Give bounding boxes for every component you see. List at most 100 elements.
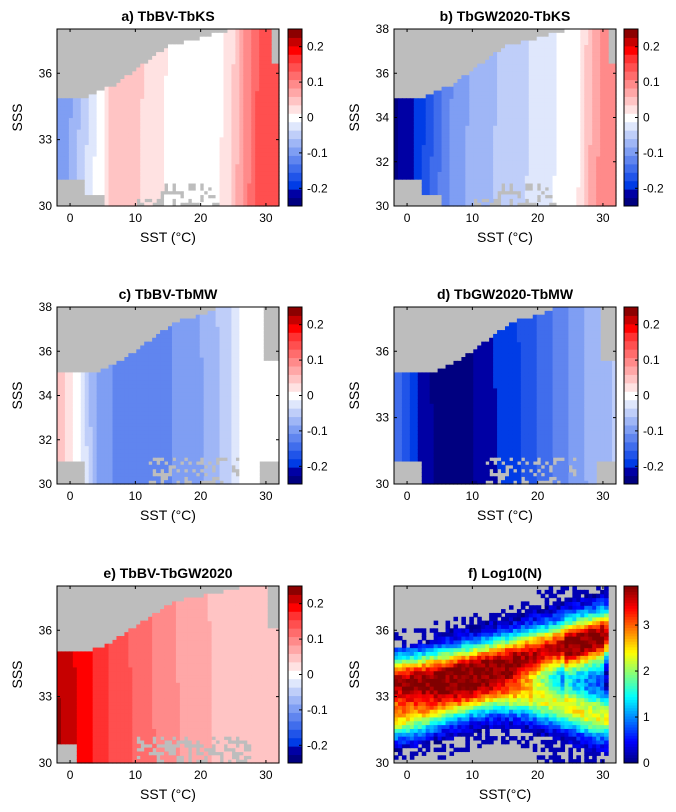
heatmap-cell	[96, 441, 102, 447]
heatmap-cell	[191, 48, 197, 53]
heatmap-cell	[195, 113, 201, 119]
heatmap-cell	[136, 82, 141, 88]
heatmap-cell	[88, 399, 94, 404]
heatmap-cell	[215, 198, 221, 203]
heatmap-cell	[600, 113, 605, 119]
heatmap-cell	[124, 109, 129, 115]
heatmap-cell	[124, 132, 129, 138]
heatmap-cell	[92, 380, 98, 385]
heatmap-cell	[80, 441, 86, 447]
heatmap-cell	[584, 109, 589, 115]
heatmap-cell	[413, 136, 419, 142]
heatmap-cell	[263, 132, 268, 138]
heatmap-cell	[501, 71, 506, 76]
heatmap-cell	[124, 75, 129, 80]
heatmap-cell	[152, 391, 157, 397]
heatmap-cell	[211, 40, 217, 45]
heatmap-cell	[477, 129, 482, 134]
heatmap-cell	[501, 159, 506, 165]
heatmap-cell	[512, 129, 518, 134]
heatmap-cell	[108, 372, 114, 377]
heatmap-cell	[243, 202, 248, 207]
heatmap-cell	[580, 171, 585, 176]
heatmap-cell	[255, 129, 260, 134]
heatmap-cell	[175, 105, 181, 111]
heatmap-cell	[183, 59, 189, 65]
heatmap-cell	[429, 140, 435, 146]
heatmap-cell	[592, 32, 597, 38]
x-axis-label: SST (°C)	[140, 229, 196, 245]
heatmap-cell	[501, 94, 506, 99]
heatmap-cell	[568, 132, 573, 138]
heatmap-cell	[532, 109, 538, 115]
heatmap-cell	[76, 117, 82, 122]
heatmap-cell	[116, 167, 122, 172]
heatmap-cell	[449, 202, 455, 207]
heatmap-cell	[548, 125, 554, 130]
heatmap-cell	[485, 148, 490, 153]
heatmap-cell	[60, 410, 66, 416]
heatmap-cell	[203, 109, 209, 115]
heatmap-cell	[588, 171, 593, 176]
heatmap-cell	[255, 163, 260, 169]
heatmap-cell	[477, 86, 482, 92]
heatmap-cell	[243, 63, 248, 69]
heatmap-cell	[397, 117, 403, 122]
colorbar-segment	[288, 37, 302, 47]
colorbar-segment	[288, 197, 302, 207]
heatmap-cell	[68, 148, 74, 153]
heatmap-cell	[584, 52, 589, 57]
heatmap-cell	[72, 410, 78, 416]
heatmap-cell	[512, 105, 518, 111]
heatmap-cell	[187, 109, 193, 115]
heatmap-cell	[120, 152, 125, 157]
heatmap-cell	[199, 109, 205, 115]
colorbar-segment	[288, 62, 302, 72]
heatmap-cell	[592, 148, 597, 153]
heatmap-cell	[132, 129, 137, 134]
heatmap-cell	[128, 472, 133, 477]
heatmap-cell	[104, 376, 110, 381]
heatmap-cell	[215, 155, 221, 161]
heatmap-cell	[413, 117, 419, 122]
heatmap-cell	[175, 90, 181, 96]
heatmap-cell	[164, 113, 169, 119]
heatmap-cell	[612, 132, 617, 138]
heatmap-cell	[568, 171, 573, 176]
heatmap-cell	[481, 159, 486, 165]
heatmap-cell	[215, 109, 221, 115]
heatmap-cell	[556, 186, 562, 192]
heatmap-cell	[267, 40, 272, 45]
heatmap-cell	[140, 372, 145, 377]
heatmap-cell	[405, 136, 411, 142]
heatmap-cell	[612, 94, 617, 99]
heatmap-cell	[60, 399, 66, 404]
heatmap-cell	[140, 391, 145, 397]
heatmap-cell	[501, 105, 506, 111]
heatmap-cell	[592, 140, 597, 146]
heatmap-cell	[152, 175, 157, 180]
heatmap-cell	[552, 63, 558, 69]
heatmap-cell	[120, 182, 125, 188]
heatmap-cell	[120, 140, 125, 146]
heatmap-cell	[60, 453, 66, 458]
heatmap-cell	[207, 75, 213, 80]
heatmap-cell	[88, 441, 94, 447]
heatmap-cell	[556, 152, 562, 157]
heatmap-cell	[148, 167, 153, 172]
heatmap-cell	[263, 167, 268, 172]
heatmap-cell	[156, 67, 161, 72]
heatmap-cell	[168, 55, 173, 61]
heatmap-cell	[76, 109, 82, 115]
heatmap-cell	[417, 132, 423, 138]
heatmap-cell	[477, 79, 482, 84]
heatmap-cell	[604, 163, 609, 169]
heatmap-cell	[203, 98, 209, 103]
heatmap-cell	[608, 175, 613, 180]
heatmap-cell	[235, 163, 240, 169]
heatmap-cell	[489, 132, 494, 138]
heatmap-cell	[433, 105, 439, 111]
heatmap-cell	[112, 102, 118, 107]
heatmap-cell	[227, 159, 233, 165]
heatmap-cell	[219, 159, 225, 165]
